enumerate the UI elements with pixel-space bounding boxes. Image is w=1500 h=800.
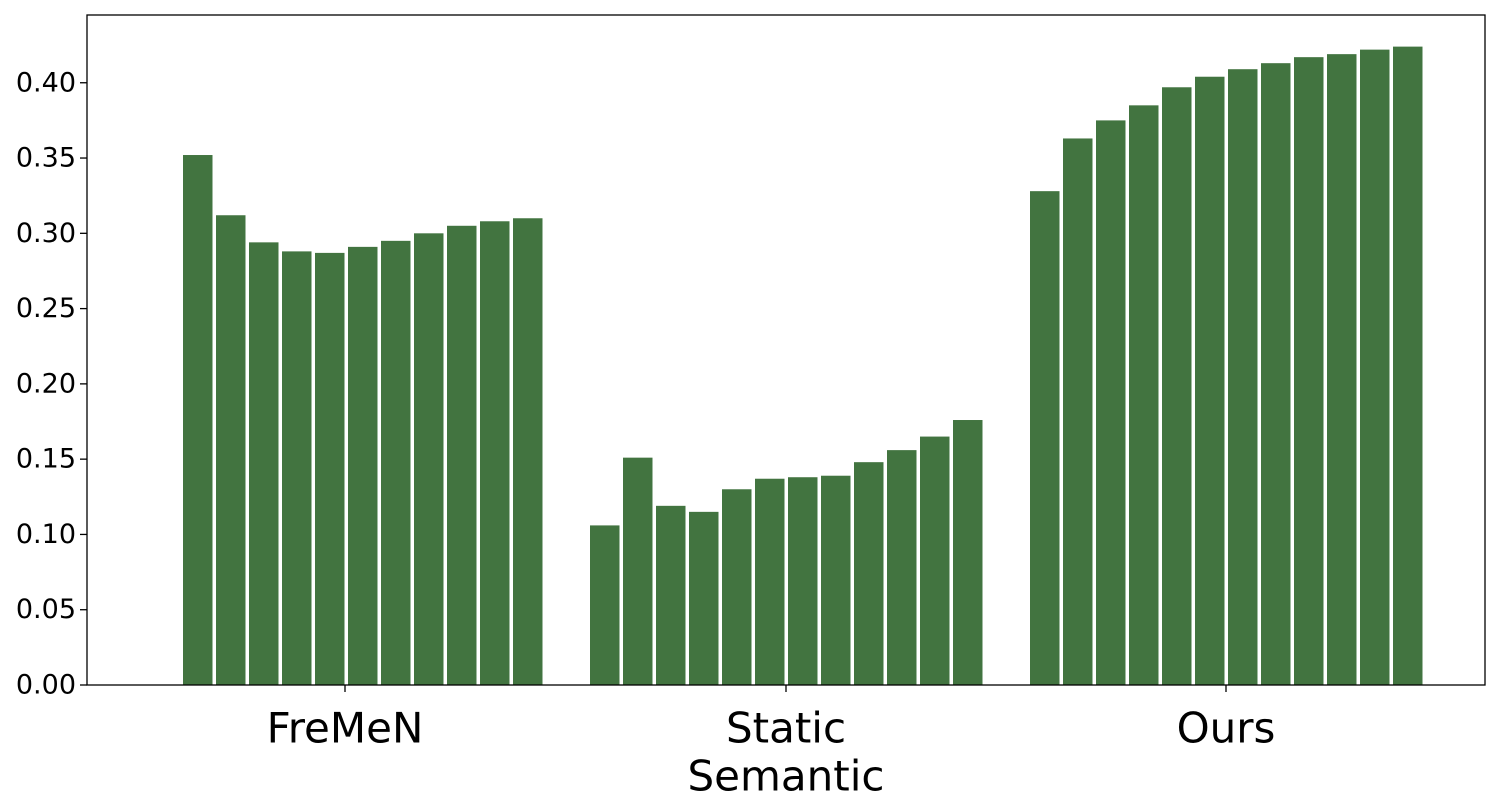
bar [381,240,411,685]
bar [1162,87,1192,686]
bar [447,225,477,686]
bar [183,155,213,686]
plot-frame [86,14,1486,686]
y-tick-label: 0.35 [16,143,76,174]
bar [480,221,510,686]
y-tick-label: 0.25 [16,293,76,324]
bar [1261,63,1291,686]
x-category-label: Ours [1177,704,1276,753]
bar [414,233,444,685]
bar [513,218,543,685]
y-tick-label: 0.30 [16,218,76,249]
bar [1030,191,1060,686]
bar [1327,54,1357,686]
x-category-label: FreMeN [267,704,424,753]
bar [216,215,246,685]
y-tick-label: 0.10 [16,519,76,550]
bar [953,420,983,685]
bar [656,505,686,685]
x-category-label: Semantic [688,752,885,800]
bar [1294,57,1324,686]
y-axis: 0.00 0.05 0.10 0.15 0.20 0.25 0.30 0.35 0.40 [16,67,87,701]
bar [887,450,917,685]
bar [282,251,312,685]
bar [623,457,653,685]
bar [854,462,884,685]
bar [1393,46,1423,685]
bar [1228,69,1258,685]
bar [590,525,620,685]
bar [1096,120,1126,686]
bar [821,475,851,685]
y-tick-label: 0.05 [16,594,76,625]
bar [788,477,818,685]
bar [1195,76,1225,685]
bar [348,246,378,685]
bar [1360,49,1390,686]
bar [249,242,279,685]
bar [315,252,345,685]
bar [689,511,719,685]
bars-layer [183,46,1423,686]
y-tick-label: 0.15 [16,444,76,475]
bar [1063,138,1093,685]
bar [722,489,752,685]
bar [920,436,950,685]
bar [755,478,785,685]
bar [1129,105,1159,685]
x-category-label: Static [726,704,846,753]
y-tick-label: 0.40 [16,67,76,98]
y-tick-label: 0.20 [16,368,76,399]
y-tick-label: 0.00 [16,670,76,701]
